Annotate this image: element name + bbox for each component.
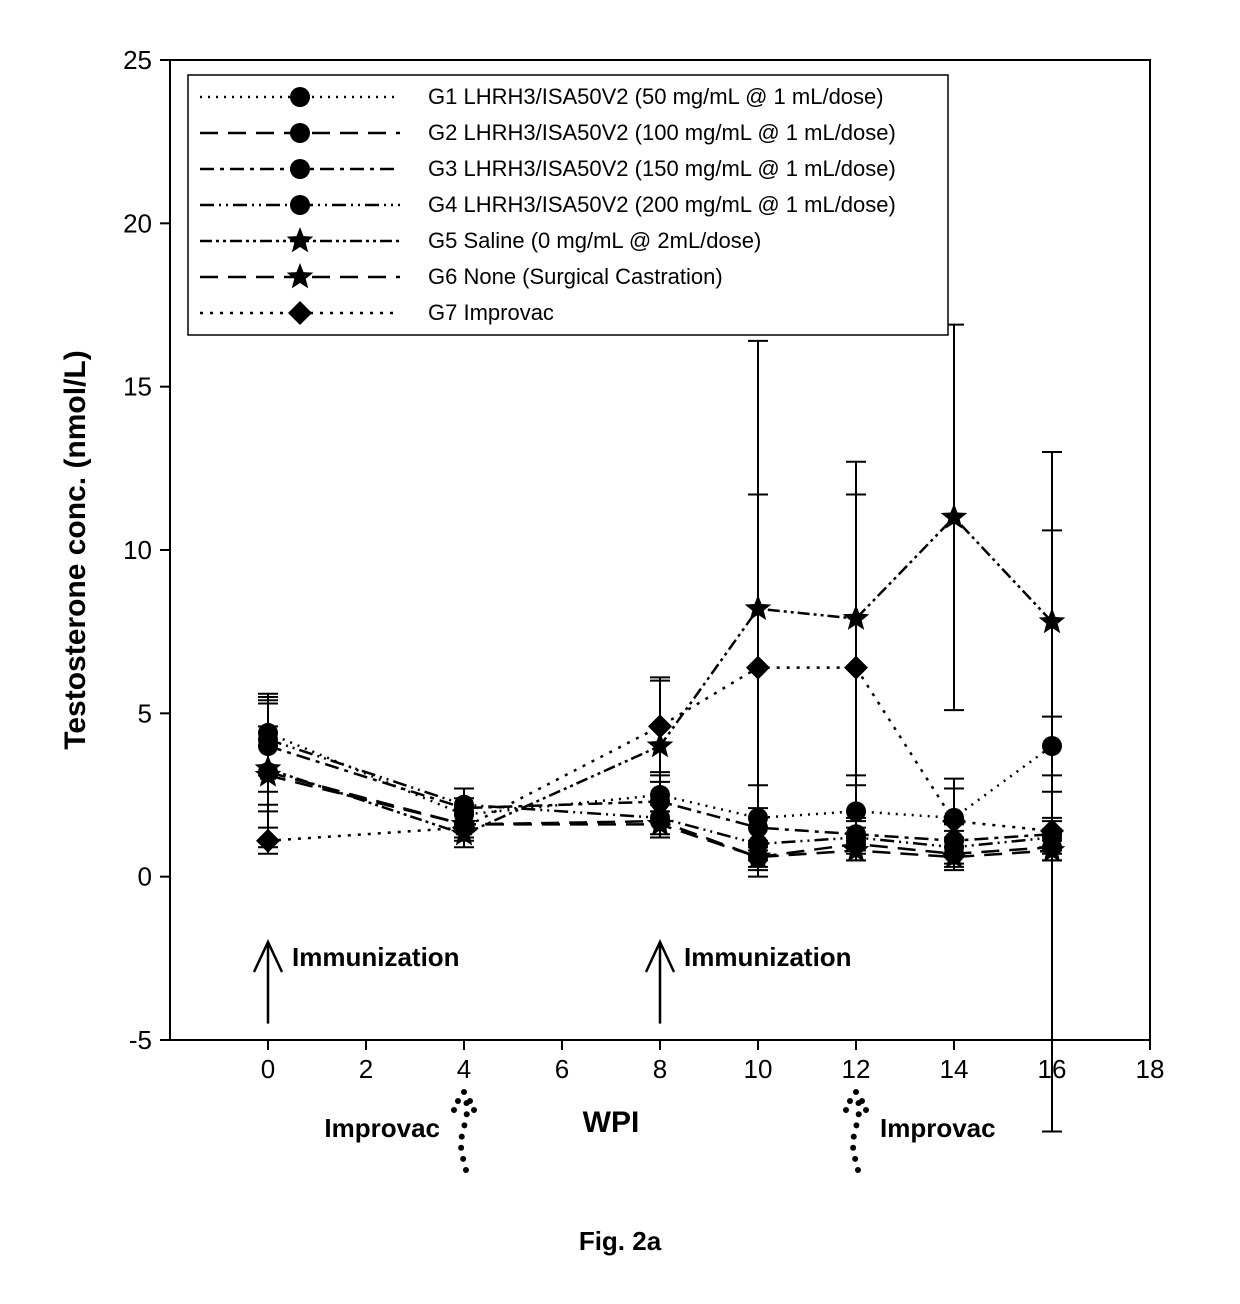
legend-label: G2 LHRH3/ISA50V2 (100 mg/mL @ 1 mL/dose) [428,120,896,145]
xtick-label: 10 [744,1054,773,1084]
improvac-arrow-dot [853,1122,859,1128]
xtick-label: 8 [653,1054,667,1084]
improvac-arrow-dot [853,1089,859,1095]
legend-label: G6 None (Surgical Castration) [428,264,723,289]
improvac-arrow-dot [851,1134,857,1140]
series-g5 [255,325,1066,877]
chart-container: 024681012141618-50510152025Testosterone … [20,20,1220,1280]
improvac-arrow-dot [451,1107,457,1113]
improvac-arrow-dot [856,1111,862,1117]
legend-label: G3 LHRH3/ISA50V2 (150 mg/mL @ 1 mL/dose) [428,156,896,181]
improvac-arrow-dot [843,1107,849,1113]
marker-circle [290,123,310,143]
improvac-arrow-dot [460,1156,466,1162]
ytick-label: -5 [129,1025,152,1055]
marker-diamond [256,829,280,853]
figure-caption: Fig. 2a [579,1226,662,1256]
xtick-label: 0 [261,1054,275,1084]
xtick-label: 4 [457,1054,471,1084]
marker-circle [290,159,310,179]
marker-circle [290,195,310,215]
marker-diamond [746,656,770,680]
improvac-arrow-dot [461,1122,467,1128]
xtick-label: 14 [940,1054,969,1084]
improvac-arrow-dot [850,1145,856,1151]
x-axis-label: WPI [583,1106,640,1139]
marker-diamond [648,714,672,738]
improvac-arrow-dot [855,1167,861,1173]
improvac-arrow-dot [847,1098,853,1104]
improvac-label: Improvac [324,1113,440,1143]
xtick-label: 18 [1136,1054,1165,1084]
ytick-label: 20 [123,208,152,238]
xtick-label: 6 [555,1054,569,1084]
ytick-label: 0 [138,862,152,892]
improvac-arrow-dot [852,1156,858,1162]
immunization-label: Immunization [684,942,852,972]
marker-diamond [844,656,868,680]
improvac-arrow-dot [455,1098,461,1104]
immunization-label: Immunization [292,942,460,972]
improvac-arrow-dot [463,1167,469,1173]
improvac-arrow-dot [467,1098,473,1104]
improvac-arrow-dot [458,1145,464,1151]
ytick-label: 10 [123,535,152,565]
legend-label: G5 Saline (0 mg/mL @ 2mL/dose) [428,228,761,253]
legend-label: G1 LHRH3/ISA50V2 (50 mg/mL @ 1 mL/dose) [428,84,884,109]
ytick-label: 25 [123,45,152,75]
improvac-arrow-dot [471,1107,477,1113]
improvac-arrow-dot [859,1098,865,1104]
improvac-label: Improvac [880,1113,996,1143]
marker-circle [290,87,310,107]
xtick-label: 12 [842,1054,871,1084]
improvac-arrow-dot [464,1111,470,1117]
legend-label: G4 LHRH3/ISA50V2 (200 mg/mL @ 1 mL/dose) [428,192,896,217]
improvac-arrow-dot [461,1089,467,1095]
improvac-arrow-dot [459,1134,465,1140]
ytick-label: 15 [123,372,152,402]
ytick-label: 5 [138,698,152,728]
y-axis-label: Testosterone conc. (nmol/L) [59,350,92,749]
legend-label: G7 Improvac [428,300,554,325]
improvac-arrow-dot [863,1107,869,1113]
chart-svg: 024681012141618-50510152025Testosterone … [20,20,1220,1280]
xtick-label: 2 [359,1054,373,1084]
